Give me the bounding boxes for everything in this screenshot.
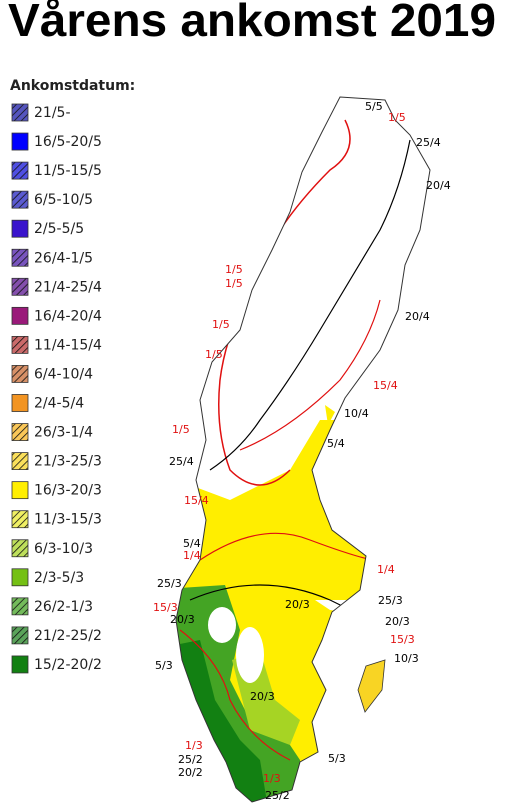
- legend-swatch: [11, 190, 29, 209]
- map: [176, 97, 430, 802]
- legend-label: 6/4-10/4: [34, 366, 93, 382]
- isoline-label: 25/4: [416, 136, 441, 149]
- isoline: [239, 299, 381, 451]
- isoline-label: 1/4: [377, 563, 395, 576]
- isoline-label: 20/4: [426, 179, 451, 192]
- legend-title: Ankomstdatum:: [10, 78, 135, 94]
- isoline-label: 1/5: [172, 423, 190, 436]
- legend-swatch: [11, 655, 29, 674]
- isoline-label: 15/4: [184, 494, 209, 507]
- isoline-label: 5/4: [327, 437, 345, 450]
- isoline-label: 10/4: [344, 407, 369, 420]
- legend-swatch: [11, 481, 29, 500]
- isoline-label: 25/3: [157, 577, 182, 590]
- isoline-label: 1/5: [212, 318, 230, 331]
- isoline-label: 1/3: [263, 772, 281, 785]
- lake: [236, 627, 264, 683]
- legend-label: 26/4-1/5: [34, 250, 93, 266]
- isoline-label: 1/5: [388, 111, 406, 124]
- legend-label: 11/4-15/4: [34, 337, 102, 353]
- isoline-label: 25/4: [169, 455, 194, 468]
- legend-label: 6/3-10/3: [34, 541, 93, 557]
- legend-label: 26/3-1/4: [34, 425, 93, 441]
- legend-swatch: [11, 597, 29, 616]
- isoline-label: 15/3: [153, 601, 178, 614]
- legend-label: 16/4-20/4: [34, 308, 102, 324]
- isoline-label: 5/3: [328, 752, 346, 765]
- isoline-label: 1/3: [185, 739, 203, 752]
- isoline-label: 25/2: [178, 753, 203, 766]
- isoline-label: 20/2: [178, 766, 203, 779]
- lake: [208, 607, 236, 643]
- legend-label: 21/3-25/3: [34, 454, 102, 470]
- isoline: [199, 532, 373, 561]
- isoline: [179, 629, 291, 761]
- legend-swatch: [11, 510, 29, 529]
- island: [357, 659, 386, 713]
- legend-label: 15/2-20/2: [34, 657, 102, 673]
- island: [325, 405, 335, 425]
- legend-swatch: [11, 248, 29, 267]
- legend-label: 16/3-20/3: [34, 483, 102, 499]
- legend-swatch: [11, 539, 29, 558]
- legend-label: 2/5-5/5: [34, 221, 84, 237]
- legend-swatch: [11, 626, 29, 645]
- map-region: [176, 97, 430, 420]
- isoline-label: 20/3: [170, 613, 195, 626]
- isoline-label: 5/3: [155, 659, 173, 672]
- legend-label: 11/5-15/5: [34, 163, 102, 179]
- isoline-label: 25/2: [265, 789, 290, 802]
- isoline-label: 1/5: [225, 263, 243, 276]
- isoline-label: 5/5: [365, 100, 383, 113]
- legend-swatch: [11, 568, 29, 587]
- legend-label: 26/2-1/3: [34, 599, 93, 615]
- legend-label: 16/5-20/5: [34, 134, 102, 150]
- legend-swatch: [11, 394, 29, 412]
- legend-swatch: [11, 365, 29, 383]
- isoline-label: 20/4: [405, 310, 430, 323]
- isoline-label: 20/3: [385, 615, 410, 628]
- title: Vårens ankomst 2019: [8, 0, 496, 46]
- isoline-label: 10/3: [394, 652, 419, 665]
- legend-label: 11/3-15/3: [34, 512, 102, 528]
- legend-swatch: [11, 103, 29, 122]
- isoline-label: 15/3: [390, 633, 415, 646]
- isoline-label: 20/3: [250, 690, 275, 703]
- isoline-label: 20/3: [285, 598, 310, 611]
- legend-swatch: [11, 132, 29, 151]
- legend-label: 2/4-5/4: [34, 396, 84, 412]
- legend-swatch: [11, 452, 29, 471]
- legend-swatch: [11, 161, 29, 180]
- legend-swatch: [11, 306, 29, 325]
- legend-label: 21/5-: [34, 105, 71, 121]
- isoline-label: 15/4: [373, 379, 398, 392]
- isoline: [209, 139, 411, 471]
- legend-label: 6/5-10/5: [34, 192, 93, 208]
- legend-swatch: [11, 277, 29, 296]
- isoline-label: 1/5: [205, 348, 223, 361]
- isoline-label: 5/4: [183, 537, 201, 550]
- isoline-label: 1/5: [225, 277, 243, 290]
- legend-swatch: [11, 219, 29, 238]
- legend-label: 21/4-25/4: [34, 279, 102, 295]
- isoline-label: 1/4: [183, 549, 201, 562]
- legend-swatch: [11, 423, 29, 441]
- isoline-label: 25/3: [378, 594, 403, 607]
- legend-label: 2/3-5/3: [34, 570, 84, 586]
- legend-swatch: [11, 335, 29, 354]
- legend-label: 21/2-25/2: [34, 628, 102, 644]
